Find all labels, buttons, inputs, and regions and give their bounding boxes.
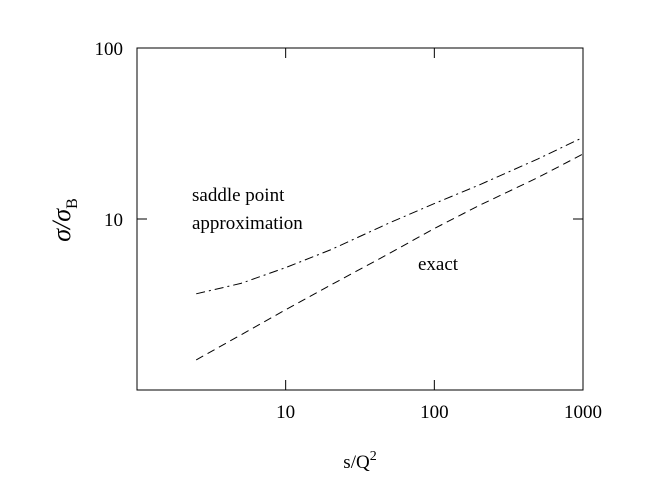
x-tick-label: 1000 — [564, 402, 602, 423]
series-line — [196, 136, 584, 295]
y-label-text: σ/σ — [47, 208, 76, 242]
y-tick-label: 100 — [95, 39, 124, 60]
x-axis-label: s/Q2 — [343, 449, 376, 473]
y-axis-label: σ/σB — [47, 198, 81, 242]
annotation: saddle point — [192, 185, 285, 206]
y-tick-label: 10 — [104, 210, 123, 231]
x-label-text: s/Q — [343, 452, 370, 473]
x-tick-label: 100 — [420, 402, 449, 423]
y-label-sub: B — [64, 198, 81, 209]
annotation: exact — [418, 254, 459, 275]
annotation: approximation — [192, 213, 303, 234]
x-tick-label: 10 — [276, 402, 295, 423]
x-label-sup: 2 — [370, 449, 377, 464]
series-line — [195, 153, 584, 361]
